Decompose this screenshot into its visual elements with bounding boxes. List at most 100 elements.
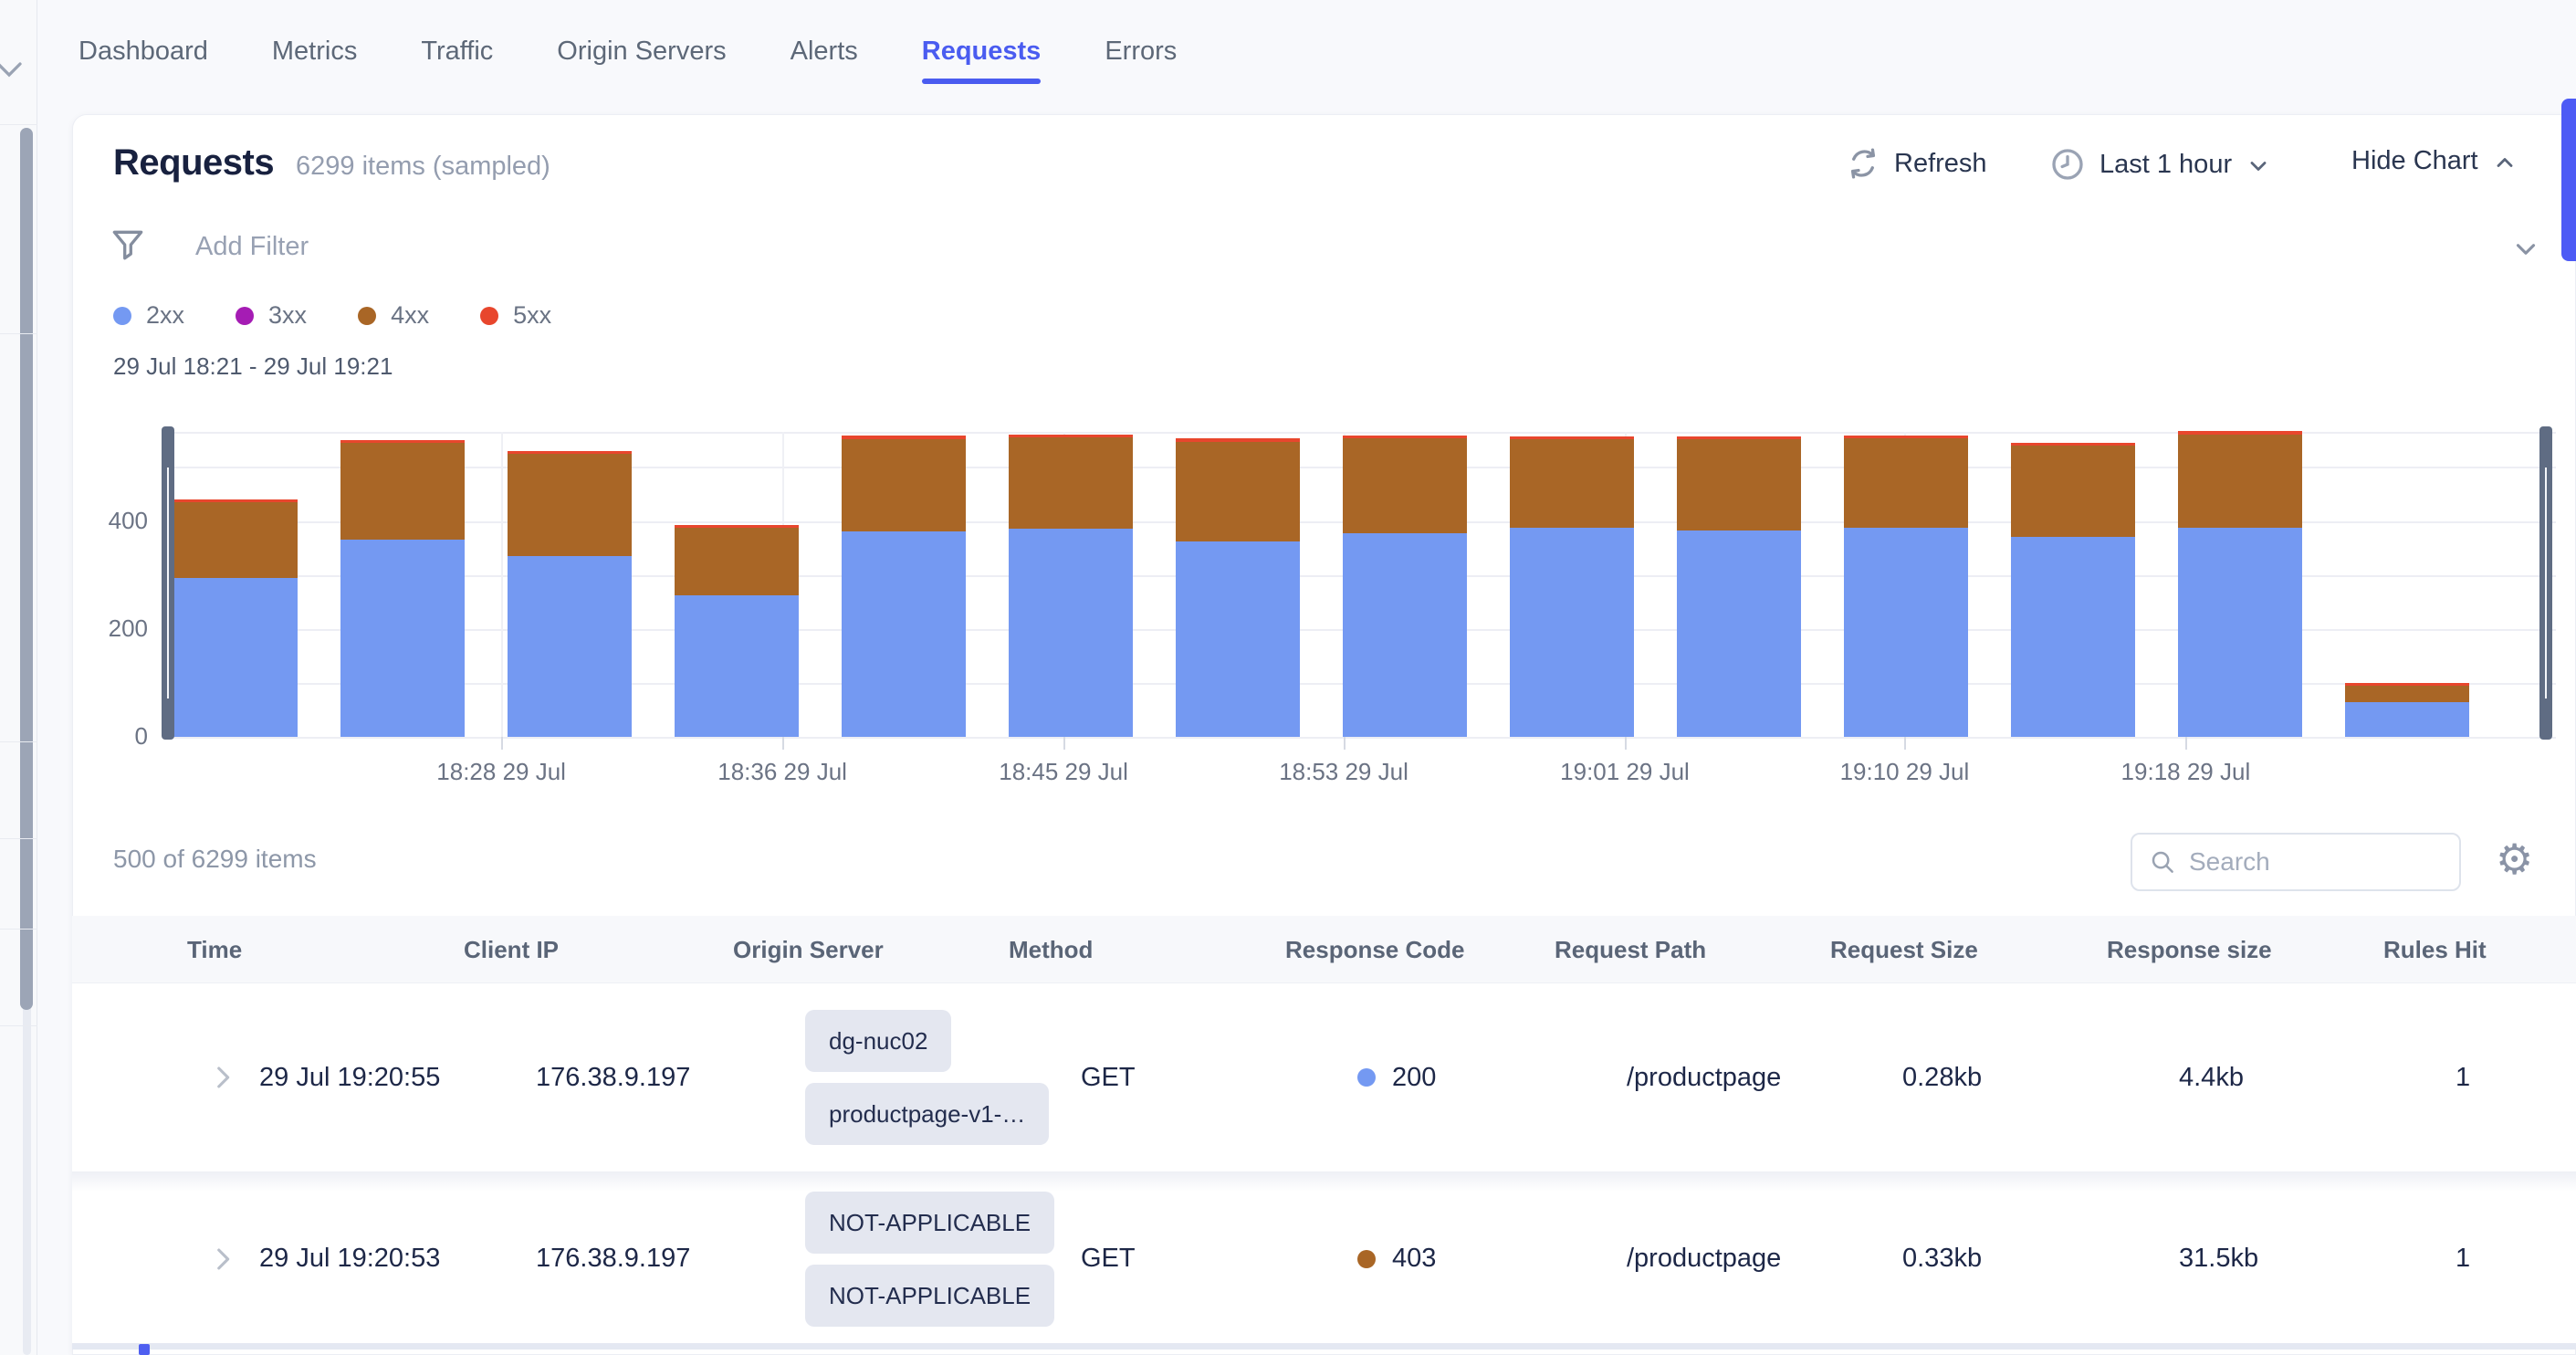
row-expand-chevron-icon[interactable] [207, 1244, 238, 1275]
tab-traffic[interactable]: Traffic [421, 20, 493, 82]
table-settings-gear-icon[interactable]: ⚙ [2496, 835, 2533, 884]
origin-server-tag: dg-nuc02 [805, 1010, 951, 1072]
x-tick-mark [501, 737, 503, 750]
cell-origin-server: dg-nuc02 productpage-v1-… [805, 1010, 1049, 1145]
column-header-client-ip[interactable]: Client IP [464, 916, 559, 983]
legend-item-5xx[interactable]: 5xx [480, 301, 551, 330]
table-header-row: Time Client IP Origin Server Method Response… [72, 916, 2576, 983]
bar-segment-5xx [2178, 431, 2302, 435]
bar-segment-4xx [173, 502, 298, 578]
brush-grip-line [2545, 467, 2547, 699]
sliver-row-line [0, 1025, 37, 1026]
tab-origin-servers[interactable]: Origin Servers [557, 20, 726, 82]
legend-item-2xx[interactable]: 2xx [113, 301, 184, 330]
tab-alerts[interactable]: Alerts [791, 20, 858, 82]
left-scrollbar-thumb[interactable] [20, 128, 33, 1010]
response-code-dot [1357, 1068, 1376, 1087]
items-count-subtitle: 6299 items (sampled) [296, 152, 550, 182]
row-separator-shadow [72, 1171, 2576, 1192]
bar-segment-4xx [675, 528, 799, 595]
table-search [2131, 833, 2461, 891]
tab-label: Errors [1105, 37, 1177, 67]
add-filter-input[interactable]: Add Filter [195, 232, 309, 262]
column-header-response-size[interactable]: Response size [2107, 916, 2272, 983]
brush-handle-left[interactable] [162, 426, 174, 740]
bar-segment-4xx [1343, 438, 1467, 532]
x-tick-mark [1344, 737, 1346, 750]
legend-item-3xx[interactable]: 3xx [236, 301, 307, 330]
vertical-scrollbar-thumb[interactable] [2561, 99, 2576, 261]
refresh-icon [1846, 146, 1880, 181]
bar-segment-5xx [2011, 443, 2135, 446]
chart-time-range: 29 Jul 18:21 - 29 Jul 19:21 [113, 352, 393, 381]
refresh-button[interactable]: Refresh [1846, 146, 1987, 181]
bar-segment-4xx [1677, 439, 1801, 530]
h-gridline [173, 737, 2556, 739]
collapsed-panel-chevron-icon [0, 53, 26, 86]
time-range-dropdown[interactable]: Last 1 hour [2049, 146, 2271, 183]
bar-segment-5xx [1677, 436, 1801, 439]
column-header-origin-server[interactable]: Origin Server [733, 916, 884, 983]
hide-chart-button[interactable]: Hide Chart [2351, 146, 2518, 176]
x-tick-label: 18:45 29 Jul [954, 758, 1173, 786]
bar-segment-5xx [340, 440, 465, 443]
origin-server-tag: productpage-v1-… [805, 1083, 1049, 1145]
column-header-method[interactable]: Method [1009, 916, 1093, 983]
legend-label: 4xx [391, 301, 429, 330]
cell-origin-server: NOT-APPLICABLENOT-APPLICABLE [805, 1192, 1054, 1327]
cell-method: GET [1081, 983, 1136, 1171]
x-tick-label: 18:53 29 Jul [1234, 758, 1453, 786]
x-tick-label: 19:01 29 Jul [1515, 758, 1734, 786]
bar-segment-5xx [1343, 436, 1467, 438]
clock-icon [2049, 146, 2086, 183]
tab-label: Metrics [272, 37, 357, 67]
cell-client-ip: 176.38.9.197 [536, 983, 690, 1171]
bar-segment-5xx [1176, 438, 1300, 442]
cell-request-size: 0.33kb [1902, 1171, 1982, 1346]
tab-metrics[interactable]: Metrics [272, 20, 357, 82]
bar-segment-2xx [2011, 537, 2135, 737]
column-header-rules-hit[interactable]: Rules Hit [2383, 916, 2487, 983]
column-header-response-code[interactable]: Response Code [1285, 916, 1465, 983]
row-expand-chevron-icon[interactable] [207, 1062, 238, 1093]
bar-segment-2xx [1677, 530, 1801, 737]
bar-segment-2xx [675, 595, 799, 737]
tab-requests[interactable]: Requests [922, 20, 1042, 82]
cell-response-size: 4.4kb [2179, 983, 2244, 1171]
y-tick-label: 200 [75, 614, 148, 643]
filter-funnel-icon[interactable] [108, 225, 148, 267]
cell-request-path: /productpage [1627, 1171, 1781, 1346]
tab-dashboard[interactable]: Dashboard [79, 20, 208, 82]
bar-segment-5xx [1009, 435, 1133, 437]
page-title: Requests [113, 142, 274, 184]
table-row[interactable]: 29 Jul 19:20:55 176.38.9.197 dg-nuc02 produ… [72, 983, 2576, 1171]
brush-handle-right[interactable] [2539, 426, 2552, 740]
bar-segment-2xx [173, 578, 298, 737]
bar-segment-5xx [173, 499, 298, 502]
cell-time: 29 Jul 19:20:53 [259, 1171, 440, 1346]
column-header-request-size[interactable]: Request Size [1830, 916, 1978, 983]
bar-segment-2xx [2345, 702, 2469, 737]
bar-segment-2xx [842, 531, 966, 737]
search-input[interactable] [2189, 847, 2408, 877]
x-tick-mark [2185, 737, 2187, 750]
bar-segment-2xx [1009, 529, 1133, 737]
bar-segment-2xx [1844, 528, 1968, 737]
column-header-time[interactable]: Time [187, 916, 242, 983]
cell-time: 29 Jul 19:20:55 [259, 983, 440, 1171]
legend-dot-5xx [480, 307, 498, 325]
sliver-row-line [0, 333, 37, 334]
legend-item-4xx[interactable]: 4xx [358, 301, 429, 330]
row-separator [72, 1343, 2576, 1350]
table-row[interactable]: 29 Jul 19:20:53176.38.9.197NOT-APPLICABL… [72, 1171, 2576, 1346]
bar-segment-4xx [1510, 439, 1634, 527]
column-header-request-path[interactable]: Request Path [1555, 916, 1706, 983]
bar-segment-2xx [1176, 541, 1300, 737]
sliver-row-line [0, 929, 37, 930]
filter-expand-chevron-icon[interactable] [2510, 234, 2541, 265]
top-nav-tabs: Dashboard Metrics Traffic Origin Servers Ale… [79, 20, 1177, 82]
tab-errors[interactable]: Errors [1105, 20, 1177, 82]
bar-segment-5xx [842, 436, 966, 439]
bar-segment-5xx [508, 451, 632, 454]
bar-segment-4xx [1009, 437, 1133, 529]
